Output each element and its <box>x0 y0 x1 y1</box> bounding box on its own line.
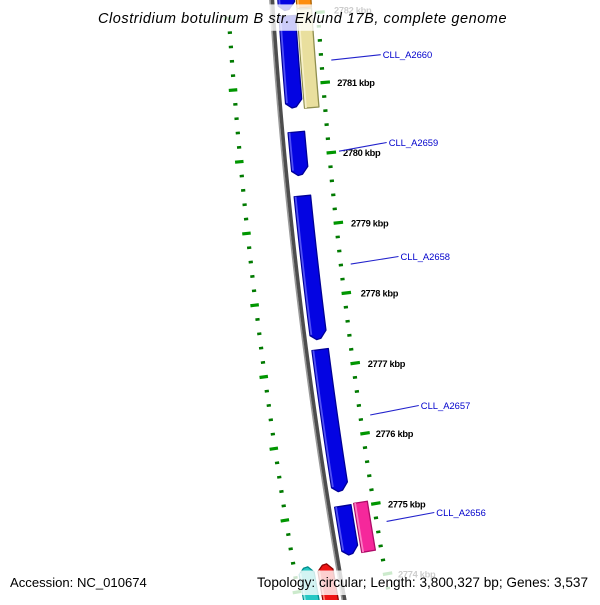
svg-text:2777 kbp: 2777 kbp <box>368 359 406 369</box>
svg-text:2775 kbp: 2775 kbp <box>388 499 426 509</box>
svg-text:Clostridium botulinum B str. E: Clostridium botulinum B str. Eklund 17B,… <box>98 11 507 27</box>
svg-text:CLL_A2658: CLL_A2658 <box>401 251 451 262</box>
svg-text:CLL_A2659: CLL_A2659 <box>389 137 439 148</box>
svg-text:Topology: circular; Length: 3,: Topology: circular; Length: 3,800,327 bp… <box>257 575 588 590</box>
svg-text:2779 kbp: 2779 kbp <box>351 218 389 228</box>
svg-text:2780 kbp: 2780 kbp <box>343 148 381 158</box>
svg-text:2781 kbp: 2781 kbp <box>337 78 375 88</box>
svg-text:CLL_A2660: CLL_A2660 <box>383 49 433 60</box>
svg-text:CLL_A2656: CLL_A2656 <box>436 507 486 518</box>
svg-text:Accession: NC_010674: Accession: NC_010674 <box>10 575 147 590</box>
svg-text:CLL_A2657: CLL_A2657 <box>421 400 471 411</box>
svg-text:2778 kbp: 2778 kbp <box>361 289 399 299</box>
svg-text:2776 kbp: 2776 kbp <box>376 429 414 439</box>
